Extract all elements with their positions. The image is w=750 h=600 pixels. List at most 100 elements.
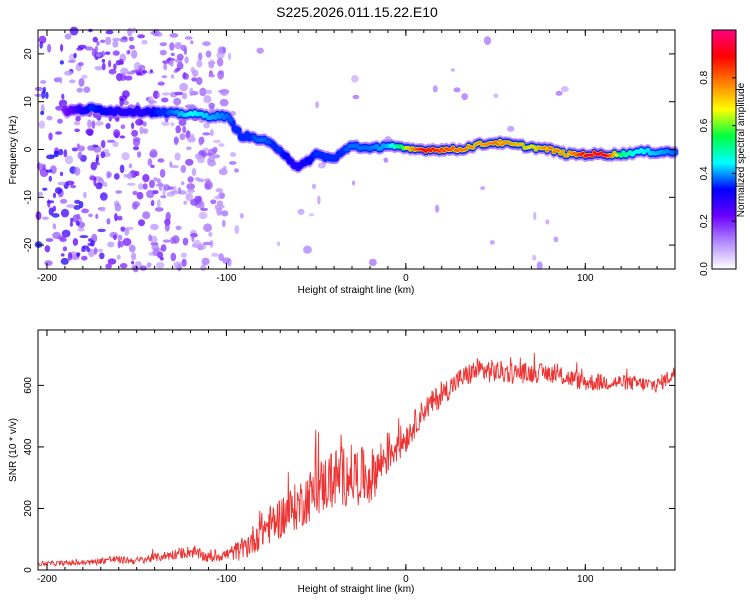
spectrogram-noise-blob: [222, 165, 227, 172]
spectrogram-noise-blob: [157, 158, 165, 163]
spectrogram-noise-blob: [53, 150, 60, 158]
spectrogram-noise-blob: [45, 91, 49, 99]
spectrogram-noise-blob: [117, 234, 123, 241]
spectrogram-noise-blob: [228, 161, 237, 165]
spectrogram-noise-blob: [101, 62, 106, 71]
spectrogram-noise-blob: [127, 182, 136, 186]
spectrogram-noise-blob: [187, 188, 195, 193]
spectrogram-noise-blob: [161, 92, 170, 96]
spectrogram-noise-blob: [73, 120, 81, 126]
spectrogram-noise-blob: [351, 75, 359, 83]
spectrogram-noise-blob: [150, 164, 155, 169]
spectrogram-noise-blob: [186, 183, 196, 190]
spectrogram-noise-blob: [202, 147, 209, 152]
spectrogram-noise-blob: [163, 184, 170, 191]
spectrogram-noise-blob: [170, 165, 179, 169]
spectrogram-noise-blob: [107, 139, 116, 143]
spectrogram-noise-blob: [121, 152, 130, 161]
spectrogram-ridge-peak: [592, 151, 597, 154]
spectrogram-noise-blob: [170, 59, 174, 67]
spectrogram-noise-blob: [179, 82, 189, 92]
spectrogram-noise-blob: [120, 67, 129, 76]
spectrogram-noise-blob: [106, 218, 111, 225]
spectrogram-noise-blob: [90, 240, 95, 247]
spectrogram-noise-blob: [159, 49, 167, 56]
spectrogram-noise-blob: [131, 49, 138, 59]
spectrogram-noise-blob: [212, 146, 218, 154]
spectrogram-noise-blob: [131, 122, 135, 130]
spectrogram-noise-blob: [217, 70, 225, 80]
spectrogram-noise-blob: [197, 155, 205, 164]
spectrogram-noise-blob: [137, 151, 142, 158]
spectrogram-noise-blob: [53, 77, 62, 83]
spectrogram-noise-blob: [222, 257, 230, 264]
spectrogram-noise-blob: [483, 36, 492, 46]
spectrogram-noise-blob: [119, 37, 128, 43]
spectrogram-noise-blob: [461, 93, 469, 101]
spectrogram-noise-blob: [208, 232, 213, 237]
spectrogram-noise-blob: [71, 147, 78, 152]
spectrogram-noise-blob: [204, 180, 213, 190]
spectrogram-noise-blob: [198, 137, 203, 146]
spectrogram-ridge-peak: [549, 147, 554, 150]
spectrogram-noise-blob: [190, 198, 199, 206]
spectrogram-noise-blob: [162, 239, 171, 243]
spectrogram-ridge-core: [378, 146, 384, 151]
spectrogram-noise-blob: [77, 227, 85, 232]
spectrogram-noise-blob: [47, 43, 52, 53]
spectrogram-ridge-peak: [498, 139, 502, 143]
spectrogram-noise-blob: [74, 199, 81, 204]
spectrogram-noise-blob: [182, 125, 187, 134]
spectrogram-ridge-peak: [448, 148, 453, 152]
spectrogram-noise-blob: [480, 186, 485, 191]
spectrogram-noise-blob: [545, 219, 550, 225]
spectrogram-noise-blob: [137, 183, 145, 190]
spectrogram-noise-blob: [139, 265, 147, 271]
spectrogram-noise-blob: [202, 41, 211, 47]
spectrogram-noise-blob: [221, 210, 229, 217]
spectrogram-noise-blob: [95, 121, 104, 126]
spectrogram-noise-blob: [45, 238, 54, 242]
spectrogram-noise-blob: [100, 151, 106, 159]
spectrogram-noise-blob: [92, 36, 99, 43]
spectrogram-ridge-peak: [556, 149, 561, 153]
spectrogram-noise-blob: [97, 228, 106, 233]
spectrogram-noise-blob: [174, 152, 181, 161]
spectrogram-noise-blob: [122, 90, 130, 98]
spectrogram-noise-blob: [108, 68, 117, 75]
spectrogram-noise-blob: [141, 70, 148, 74]
snr-background: [38, 330, 675, 570]
spectrogram-noise-blob: [213, 154, 220, 159]
spectrogram-ridge-peak: [572, 151, 576, 155]
spectrogram-noise-blob: [197, 178, 205, 183]
spectrogram-noise-blob: [113, 234, 117, 241]
spectrogram-noise-blob: [163, 62, 168, 71]
spectrogram-noise-blob: [196, 77, 203, 85]
spectrogram-noise-blob: [216, 57, 224, 67]
spectrogram-noise-blob: [157, 81, 165, 86]
spectrogram-noise-blob: [132, 190, 138, 196]
spectrogram-noise-blob: [84, 46, 94, 51]
spectrogram-ylabel: Frequency (Hz): [8, 116, 19, 185]
spectrogram-noise-blob: [77, 151, 83, 160]
spectrogram-noise-blob: [183, 200, 187, 205]
spectrogram-noise-blob: [216, 51, 225, 60]
spectrogram-noise-blob: [87, 119, 92, 128]
spectrogram-noise-blob: [149, 69, 153, 73]
spectrogram-noise-blob: [309, 213, 315, 217]
spectrogram-noise-blob: [93, 247, 98, 255]
spectrogram-noise-blob: [132, 146, 140, 151]
spectrogram-noise-blob: [59, 171, 64, 177]
spectrogram-noise-blob: [256, 47, 264, 54]
spectrogram-noise-blob: [297, 208, 305, 215]
spectrogram-noise-blob: [93, 162, 101, 166]
spectrogram-ridge-peak: [442, 149, 446, 153]
spectrogram-noise-blob: [208, 73, 215, 78]
spectrogram-noise-blob: [52, 223, 57, 230]
spectrogram-ridge-peak: [451, 146, 455, 150]
colorbar-tick-label: 0.8: [699, 70, 710, 84]
spectrogram-noise-blob: [181, 258, 187, 267]
spectrogram-noise-blob: [165, 211, 171, 221]
spectrogram-xtick-label: 0: [403, 273, 409, 284]
